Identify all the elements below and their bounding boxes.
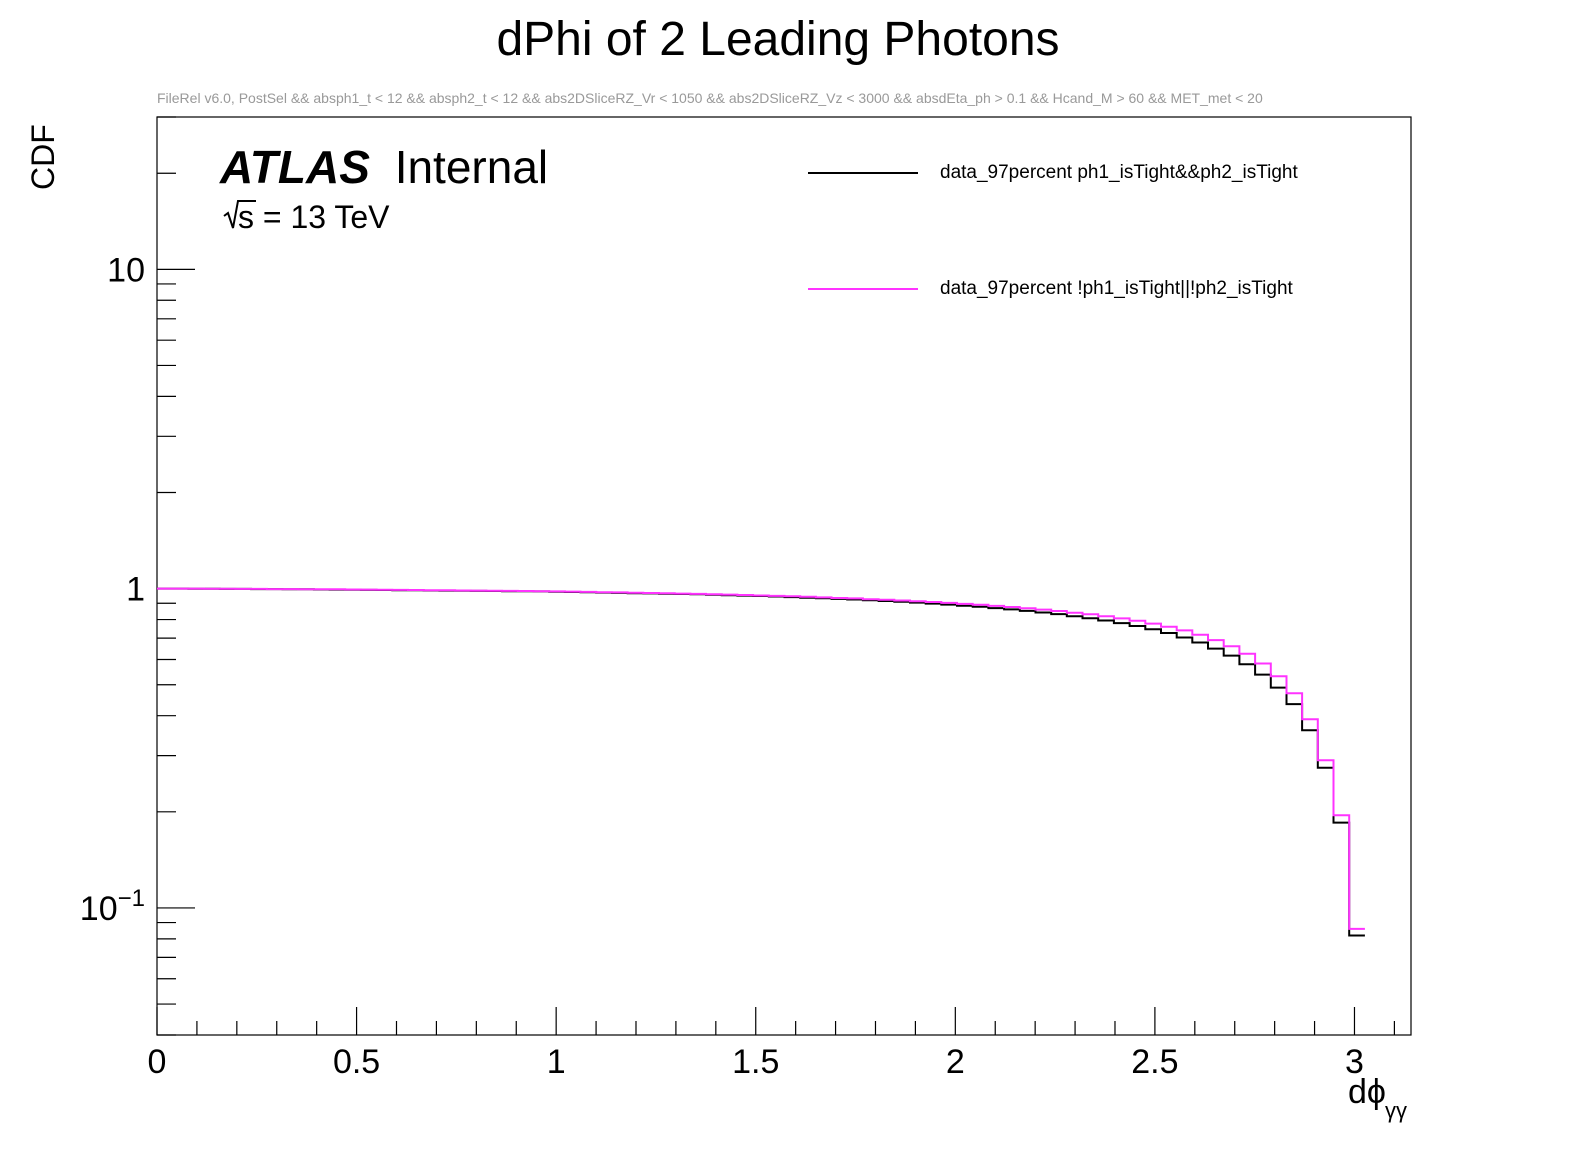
y-tick-label-base: 1 (126, 571, 145, 609)
atlas-name: ATLAS (219, 141, 370, 193)
x-tick-label: 3 (1345, 1043, 1364, 1081)
x-tick-label: 0 (148, 1043, 167, 1081)
x-axis-label-main: dϕ (1348, 1073, 1386, 1111)
y-tick-label: 10−1 (80, 885, 145, 928)
legend-label-nontight: data_97percent !ph1_isTight||!ph2_isTigh… (940, 278, 1294, 299)
legend: data_97percent ph1_isTight&&ph2_isTight … (808, 162, 1298, 299)
sqrt-sign (223, 200, 256, 229)
x-tick-label: 2 (946, 1043, 965, 1081)
energy-label: s = 13 TeV (238, 199, 390, 235)
x-tick-label: 2.5 (1131, 1043, 1178, 1081)
x-axis-label-subscript: γγ (1385, 1098, 1407, 1123)
series-layer (157, 587, 1365, 937)
chart-subtitle: FileRel v6.0, PostSel && absph1_t < 12 &… (157, 90, 1263, 106)
plot-frame (156, 116, 1412, 1036)
atlas-label: ATLAS Internal (219, 141, 548, 193)
y-tick-label: 10 (107, 251, 145, 289)
chart-title: dPhi of 2 Leading Photons (496, 13, 1059, 66)
series-line-nontight (157, 587, 1365, 930)
y-axis-label: CDF (25, 124, 61, 190)
x-axis-label: dϕ (1348, 1073, 1386, 1111)
y-tick-label: 1 (126, 571, 145, 609)
atlas-status: Internal (395, 141, 548, 193)
y-tick-label-exponent: −1 (118, 885, 145, 912)
x-tick-label: 1.5 (732, 1043, 779, 1081)
x-tick-label: 1 (547, 1043, 566, 1081)
y-tick-label-base: 10 (107, 251, 145, 289)
x-axis-ticks: 0 0.5 1 1.5 2 2.5 3 (148, 1007, 1395, 1081)
legend-label-tight: data_97percent ph1_isTight&&ph2_isTight (940, 162, 1298, 183)
x-tick-label: 0.5 (333, 1043, 380, 1081)
y-tick-label-base: 10 (80, 890, 118, 928)
